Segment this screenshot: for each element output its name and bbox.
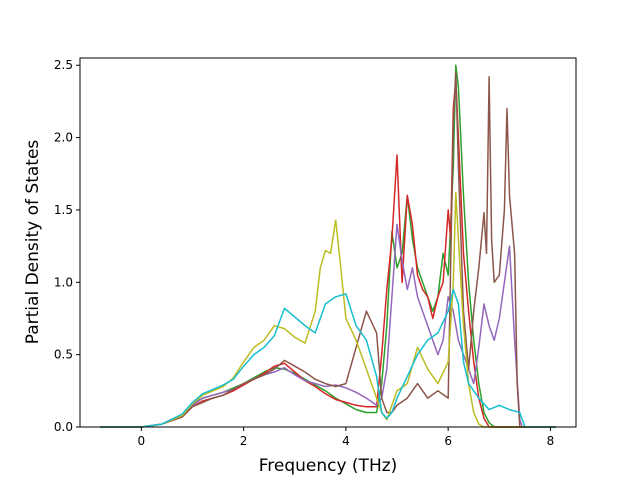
y-axis-ticks: 0.0 0.5 1.0 1.5 2.0 2.5 xyxy=(54,58,80,434)
x-tick-label: 8 xyxy=(547,434,555,448)
y-tick-label: 1.5 xyxy=(54,203,73,217)
x-axis-ticks: 0 2 4 6 8 xyxy=(138,427,555,448)
series-line-1 xyxy=(99,64,557,428)
series-line-4 xyxy=(99,71,557,428)
series-layer xyxy=(99,64,557,428)
y-axis-label: Partial Density of States xyxy=(23,140,43,345)
y-tick-label: 2.0 xyxy=(54,131,73,145)
x-tick-label: 2 xyxy=(240,434,248,448)
x-tick-label: 6 xyxy=(444,434,452,448)
y-tick-label: 0.5 xyxy=(54,348,73,362)
plot-frame xyxy=(79,57,577,428)
x-tick-label: 0 xyxy=(138,434,146,448)
y-tick-label: 0.0 xyxy=(54,420,73,434)
series-line-5 xyxy=(99,191,557,428)
x-axis-label: Frequency (THz) xyxy=(259,456,398,476)
y-tick-label: 2.5 xyxy=(54,58,73,72)
series-line-6 xyxy=(99,288,557,428)
y-tick-label: 1.0 xyxy=(54,275,73,289)
x-tick-label: 4 xyxy=(342,434,350,448)
